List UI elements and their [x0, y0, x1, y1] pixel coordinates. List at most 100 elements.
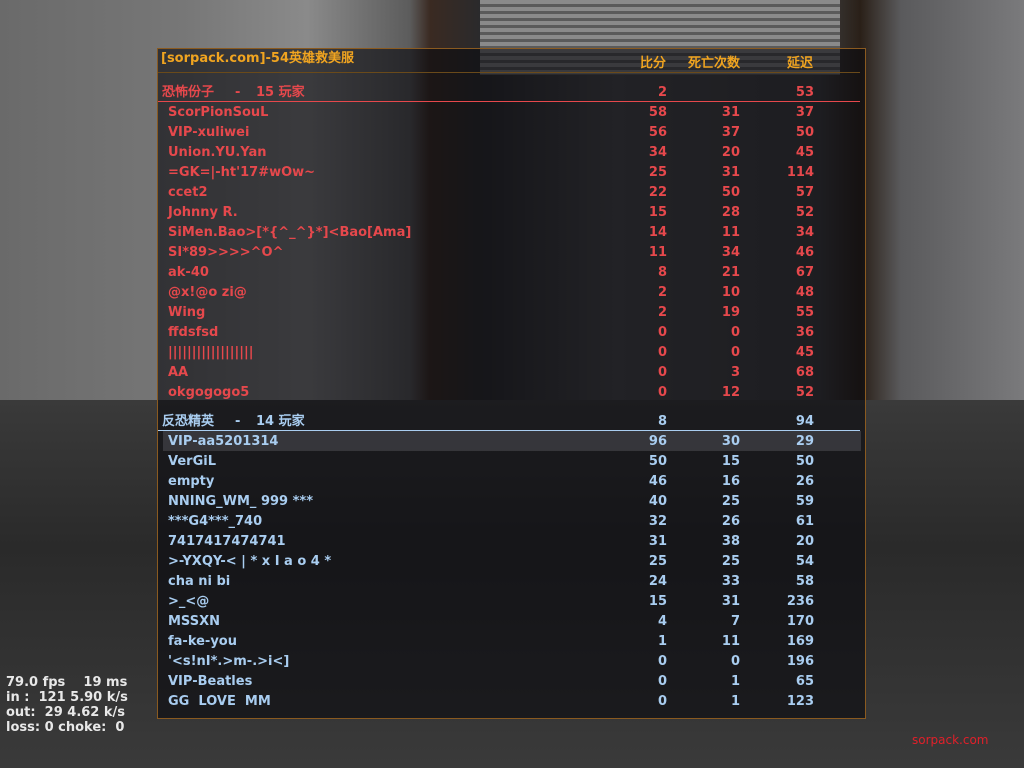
- player-name: cha ni bi: [168, 574, 231, 589]
- column-header-deaths: 死亡次数: [688, 56, 741, 71]
- player-deaths: 0: [730, 654, 740, 669]
- player-name: >_<@: [168, 594, 210, 609]
- player-deaths: 28: [721, 205, 740, 220]
- column-header-score: 比分: [640, 56, 667, 71]
- player-latency: 170: [786, 614, 814, 629]
- player-score: 50: [648, 454, 667, 469]
- player-name: GG LOVE MM: [168, 694, 271, 709]
- player-latency: 48: [795, 285, 814, 300]
- loss-choke: loss: 0 choke: 0: [6, 720, 125, 735]
- player-latency: 196: [786, 654, 814, 669]
- team-score: 2: [657, 85, 667, 100]
- team-latency: 53: [795, 85, 814, 100]
- player-score: 24: [648, 574, 667, 589]
- player-score: 11: [648, 245, 667, 260]
- player-name: fa-ke-you: [168, 634, 237, 649]
- player-latency: 50: [795, 454, 814, 469]
- player-deaths: 38: [721, 534, 740, 549]
- player-latency: 67: [795, 265, 814, 280]
- player-score: 96: [648, 434, 667, 449]
- player-name: VerGiL: [168, 454, 216, 469]
- player-score: 2: [657, 285, 667, 300]
- player-name: MSSXN: [168, 614, 220, 629]
- player-latency: 46: [795, 245, 814, 260]
- player-score: 0: [657, 385, 667, 400]
- player-name: ||||||||||||||||||: [168, 345, 254, 360]
- player-latency: 26: [795, 474, 814, 489]
- watermark: sorpack.com: [912, 733, 989, 747]
- fps-ping: 79.0 fps 19 ms: [6, 675, 128, 690]
- player-score: 0: [657, 654, 667, 669]
- player-latency: 58: [795, 574, 814, 589]
- player-name: 7417417474741: [168, 534, 286, 549]
- player-score: 25: [648, 165, 667, 180]
- team-separator: -: [235, 85, 241, 100]
- player-name: VIP-Beatles: [168, 674, 253, 689]
- player-deaths: 10: [721, 285, 740, 300]
- player-score: 4: [657, 614, 667, 629]
- player-name: >-YXQY-< | * x I a o 4 *: [168, 554, 332, 569]
- player-deaths: 19: [721, 305, 740, 320]
- player-deaths: 0: [730, 325, 740, 340]
- player-score: 58: [648, 105, 667, 120]
- player-name: SI*89>>>>^O^: [168, 245, 284, 260]
- player-name: '<s!nI*.>m-.>i<]: [168, 654, 290, 669]
- player-deaths: 7: [730, 614, 740, 629]
- player-name: ak-40: [168, 265, 209, 280]
- player-latency: 50: [795, 125, 814, 140]
- player-score: 34: [648, 145, 667, 160]
- player-score: 0: [657, 694, 667, 709]
- net-in: in : 121 5.90 k/s: [6, 690, 128, 705]
- player-latency: 29: [795, 434, 814, 449]
- player-latency: 169: [786, 634, 814, 649]
- team-name: 恐怖份子: [162, 85, 215, 100]
- player-deaths: 15: [721, 454, 740, 469]
- player-deaths: 31: [721, 165, 740, 180]
- player-latency: 61: [795, 514, 814, 529]
- player-latency: 236: [786, 594, 814, 609]
- player-score: 22: [648, 185, 667, 200]
- player-name: SiMen.Bao>[*{^_^}*]<Bao[Ama]: [168, 225, 412, 240]
- player-deaths: 25: [721, 554, 740, 569]
- player-deaths: 31: [721, 594, 740, 609]
- player-latency: 45: [795, 145, 814, 160]
- player-name: =GK=|-ht'17#wOw~: [168, 165, 316, 180]
- selected-row-highlight: [163, 431, 861, 451]
- player-latency: 36: [795, 325, 814, 340]
- player-latency: 45: [795, 345, 814, 360]
- player-latency: 65: [795, 674, 814, 689]
- player-score: 0: [657, 365, 667, 380]
- player-latency: 123: [786, 694, 814, 709]
- team-player-count: 15 玩家: [256, 85, 305, 100]
- player-deaths: 34: [721, 245, 740, 260]
- player-latency: 68: [795, 365, 814, 380]
- player-latency: 59: [795, 494, 814, 509]
- team-latency: 94: [795, 414, 814, 429]
- player-name: NNING_WM_ 999 ***: [168, 494, 314, 509]
- team-divider: [158, 101, 860, 102]
- player-score: 2: [657, 305, 667, 320]
- player-latency: 114: [786, 165, 814, 180]
- player-score: 15: [648, 205, 667, 220]
- net-stats: 79.0 fps 19 ms in : 121 5.90 k/s out: 29 4…: [6, 675, 128, 735]
- player-deaths: 37: [721, 125, 740, 140]
- player-deaths: 25: [721, 494, 740, 509]
- player-deaths: 11: [721, 225, 740, 240]
- player-score: 56: [648, 125, 667, 140]
- team-divider: [158, 430, 860, 431]
- player-latency: 55: [795, 305, 814, 320]
- player-latency: 34: [795, 225, 814, 240]
- player-score: 0: [657, 345, 667, 360]
- player-name: Union.YU.Yan: [168, 145, 267, 160]
- player-score: 8: [657, 265, 667, 280]
- player-deaths: 12: [721, 385, 740, 400]
- player-score: 1: [657, 634, 667, 649]
- server-name: [sorpack.com]-54英雄救美服: [161, 51, 355, 66]
- player-name: ***G4***_740: [168, 514, 263, 529]
- player-latency: 57: [795, 185, 814, 200]
- player-deaths: 1: [730, 674, 740, 689]
- player-deaths: 21: [721, 265, 740, 280]
- player-name: AA: [168, 365, 189, 380]
- header-divider: [158, 72, 860, 73]
- player-deaths: 3: [730, 365, 740, 380]
